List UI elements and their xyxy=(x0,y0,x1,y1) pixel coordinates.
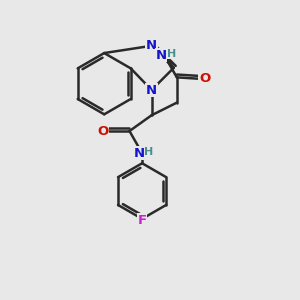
Text: N: N xyxy=(146,39,157,52)
Text: H: H xyxy=(144,147,154,157)
Text: N: N xyxy=(155,49,167,62)
Text: O: O xyxy=(199,72,210,86)
Text: N: N xyxy=(146,83,157,97)
Text: H: H xyxy=(167,49,176,59)
Text: O: O xyxy=(97,124,108,138)
Text: N: N xyxy=(134,147,145,160)
Text: F: F xyxy=(137,214,147,227)
